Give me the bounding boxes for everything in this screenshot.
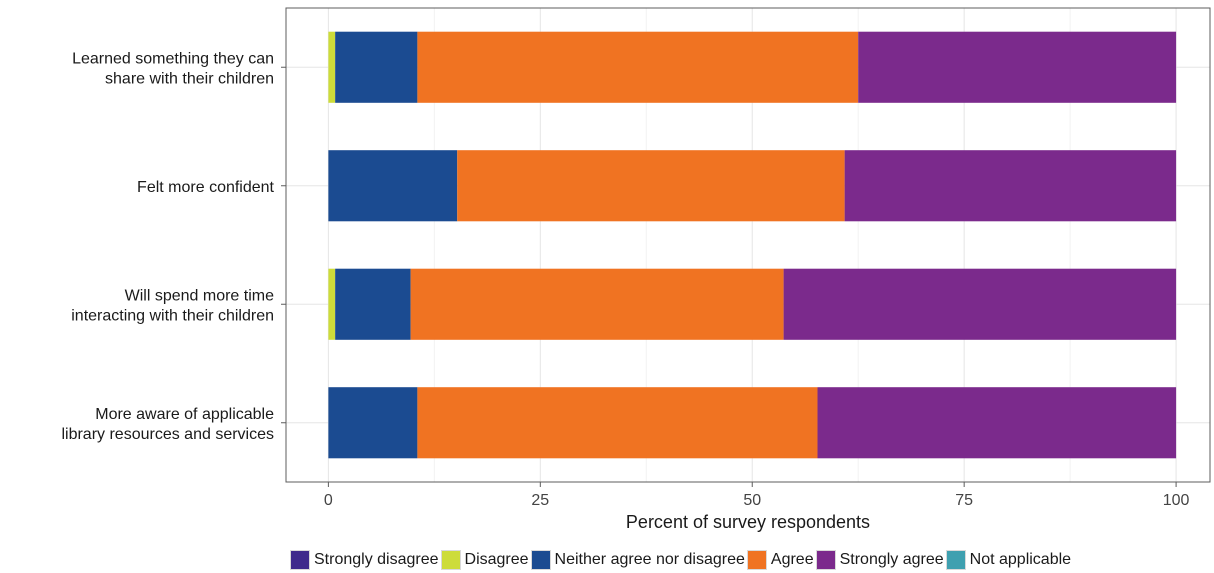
- bar-segment-strongly-agree: [858, 31, 1177, 103]
- bar-segment-neither-agree-nor-disagree: [328, 150, 458, 222]
- x-tick-label: 50: [743, 492, 761, 509]
- legend-swatch: [815, 550, 836, 570]
- legend-label: Agree: [770, 551, 814, 568]
- legend-swatch: [440, 550, 461, 570]
- bars: [328, 31, 1177, 459]
- bar-segment-agree: [417, 387, 818, 459]
- category-label: Felt more confident: [137, 179, 275, 196]
- legend-item: Disagree: [440, 550, 529, 570]
- legend-label: Neither agree nor disagree: [554, 551, 745, 568]
- legend-item: Strongly disagree: [290, 550, 439, 570]
- x-tick-label: 0: [324, 492, 333, 509]
- bar-segment-disagree: [328, 31, 336, 103]
- legend-item: Not applicable: [945, 550, 1072, 570]
- category-label: Will spend more time interacting with the…: [71, 287, 274, 324]
- category-label-line: Learned something they can: [72, 50, 274, 67]
- legend-swatch: [290, 550, 310, 570]
- legend: Strongly disagree Disagree Neither agree n…: [290, 549, 1073, 571]
- legend-swatch: [530, 550, 551, 570]
- category-labels: Learned something they can share with the…: [61, 50, 274, 443]
- legend-item: Neither agree nor disagree: [530, 550, 745, 570]
- x-tick-label: 25: [531, 492, 549, 509]
- bar-segment-strongly-agree: [817, 387, 1177, 459]
- legend-label: Not applicable: [969, 551, 1072, 568]
- bar-segment-strongly-agree: [783, 268, 1177, 340]
- bar-segment-neither-agree-nor-disagree: [335, 31, 418, 103]
- category-label-line: share with their children: [105, 70, 274, 87]
- bar-segment-agree: [410, 268, 784, 340]
- x-tick-label: 75: [955, 492, 973, 509]
- category-label-line: Felt more confident: [137, 179, 275, 196]
- bar-segment-strongly-agree: [844, 150, 1177, 222]
- legend-item: Agree: [746, 550, 814, 570]
- category-label: Learned something they can share with the…: [72, 50, 274, 87]
- bar-segment-neither-agree-nor-disagree: [328, 387, 418, 459]
- bar-segment-agree: [417, 31, 859, 103]
- x-axis-title: Percent of survey respondents: [626, 512, 870, 532]
- category-label-line: library resources and services: [61, 426, 274, 443]
- axis-ticks: 0 25 50 75 100: [281, 66, 1190, 509]
- category-label: More aware of applicable library resource…: [61, 406, 274, 443]
- bar-segment-neither-agree-nor-disagree: [335, 268, 411, 340]
- legend-label: Disagree: [464, 551, 529, 568]
- x-tick-label: 100: [1163, 492, 1190, 509]
- legend-item: Strongly agree: [815, 550, 944, 570]
- legend-label: Strongly agree: [839, 551, 944, 568]
- category-label-line: More aware of applicable: [95, 406, 274, 423]
- category-label-line: Will spend more time: [125, 287, 274, 304]
- plot-panel-border: [285, 7, 1211, 483]
- legend-swatch: [945, 550, 966, 570]
- bar-segment-agree: [457, 150, 845, 222]
- category-label-line: interacting with their children: [71, 307, 274, 324]
- bar-segment-disagree: [328, 268, 336, 340]
- legend-label: Strongly disagree: [314, 551, 439, 568]
- legend-swatch: [746, 550, 767, 570]
